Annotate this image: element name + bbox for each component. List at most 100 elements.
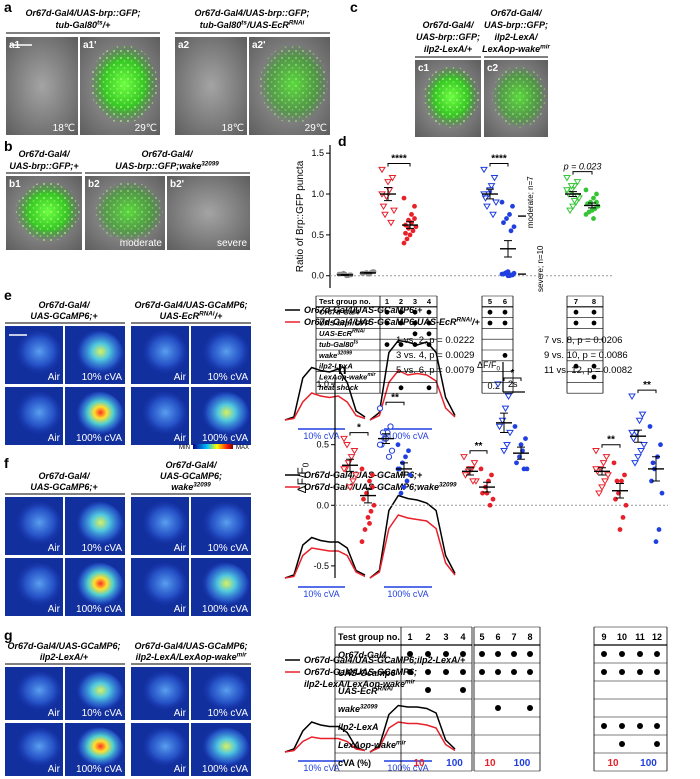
- data-point: [518, 442, 524, 448]
- calcium-signal: [12, 671, 62, 714]
- tile-note: Air: [174, 764, 187, 775]
- text-part: Or67d-Gal4: [319, 308, 360, 317]
- y-tick-label: -0.5: [313, 561, 329, 571]
- genotype-label: ilp2-LexA/LexAop-wakemir: [136, 652, 247, 663]
- data-point: [489, 472, 494, 478]
- text-part: Or67d-Gal4/UAS-GCaMP6;ilp2-LexA/+: [304, 655, 466, 665]
- column-number: 4: [460, 632, 465, 642]
- data-point: [361, 496, 366, 502]
- table-dot: [412, 331, 418, 337]
- y-tick-label: 0.0: [311, 271, 324, 281]
- text-part: Or67d-Gal4/UAS-GCaMP6;UAS-EcR: [304, 317, 457, 327]
- genotype-label: UAS-brp::GFP;wake32099: [115, 161, 219, 172]
- data-point: [570, 197, 579, 205]
- text-part: mir: [367, 372, 376, 378]
- data-point: [403, 230, 408, 236]
- table-dot: [511, 651, 517, 657]
- stat-text: 9 vs. 10, p = 0.0086: [544, 350, 628, 361]
- calcium-signal: [72, 330, 124, 378]
- data-point: [483, 203, 491, 211]
- subgroup-label: moderate; n=7: [526, 176, 535, 228]
- data-point: [340, 466, 348, 473]
- genotype-label: Or67d-Gal4/: [165, 460, 218, 470]
- data-point: [379, 203, 388, 211]
- data-point: [406, 448, 411, 454]
- table-dot: [502, 309, 508, 315]
- row-label: Or67d-Gal4: [338, 650, 387, 660]
- text-part: UAS-EcR: [319, 329, 353, 338]
- gfp-puncta: [259, 44, 328, 124]
- stimulus-label: 100% cVA: [387, 431, 428, 441]
- data-point: [385, 453, 393, 460]
- table-dot: [654, 669, 660, 675]
- data-point: [492, 199, 500, 206]
- table-dot: [425, 651, 431, 657]
- column-number: 11: [635, 632, 645, 642]
- tile-note: severe: [217, 238, 247, 249]
- table-dot: [591, 320, 597, 326]
- stat-text: 1 vs. 2, p = 0.0222: [396, 335, 474, 346]
- data-point: [508, 228, 514, 234]
- data-point: [617, 527, 623, 532]
- stat-text: 11 vs. 12, p = 0.0082: [544, 365, 632, 376]
- data-point: [501, 405, 510, 413]
- cva-value: 10: [413, 758, 425, 769]
- data-point: [619, 478, 624, 484]
- data-point: [489, 211, 497, 219]
- data-point: [501, 220, 506, 226]
- gfp-puncta: [423, 66, 480, 128]
- table-dot: [495, 705, 501, 711]
- data-point: [500, 448, 508, 455]
- tile-note: Air: [48, 433, 61, 444]
- error-bar: [634, 429, 642, 443]
- tile-note: Air: [48, 372, 61, 383]
- data-point: [398, 490, 404, 496]
- panel-label: a: [4, 0, 12, 15]
- gfp-puncta: [15, 181, 80, 242]
- row-label: LexAop-wakemir: [319, 372, 376, 382]
- data-point: [591, 195, 596, 201]
- column-number: 5: [479, 632, 484, 642]
- data-point: [490, 174, 499, 182]
- data-point: [635, 417, 644, 425]
- table-dot: [384, 309, 390, 315]
- significance-bracket: [385, 401, 405, 406]
- table-dot: [601, 723, 607, 729]
- data-point: [362, 527, 368, 532]
- text-part: /+: [214, 311, 224, 321]
- tile-note: Air: [48, 543, 61, 554]
- calcium-signal: [138, 562, 188, 610]
- calcium-signal: [198, 391, 250, 439]
- data-point: [388, 174, 397, 182]
- column-number: 3: [443, 632, 448, 642]
- text-part: UAS-Gcamp6: [338, 668, 397, 678]
- calcium-signal: [138, 501, 188, 549]
- table-dot: [573, 363, 579, 369]
- tile-id: b2: [88, 179, 100, 190]
- text-part: UAS-brp::GFP;wake: [115, 161, 201, 171]
- text-part: Or67d-Gal4/: [18, 149, 71, 159]
- error-bar: [382, 433, 390, 444]
- stat-text: 3 vs. 4, p = 0.0029: [396, 350, 474, 361]
- data-point: [503, 441, 511, 449]
- data-point: [595, 490, 603, 497]
- data-point: [628, 429, 636, 437]
- table-dot: [495, 651, 501, 657]
- table-dot: [591, 363, 597, 369]
- data-point: [352, 472, 360, 479]
- data-point: [390, 207, 398, 215]
- data-point: [410, 228, 416, 234]
- text-part: ilp2-LexA/LexAop-wake: [304, 679, 405, 689]
- data-point: [563, 174, 571, 182]
- data-point: [566, 207, 574, 215]
- tile-note: 10% cVA: [82, 372, 123, 383]
- gfp-puncta: [90, 44, 158, 124]
- error-bar: [400, 462, 408, 476]
- calcium-signal: [12, 562, 62, 610]
- tile-note: 100% cVA: [76, 764, 122, 775]
- data-point: [591, 216, 596, 221]
- table-dot: [619, 651, 625, 657]
- data-point: [469, 478, 477, 485]
- data-point: [340, 435, 348, 443]
